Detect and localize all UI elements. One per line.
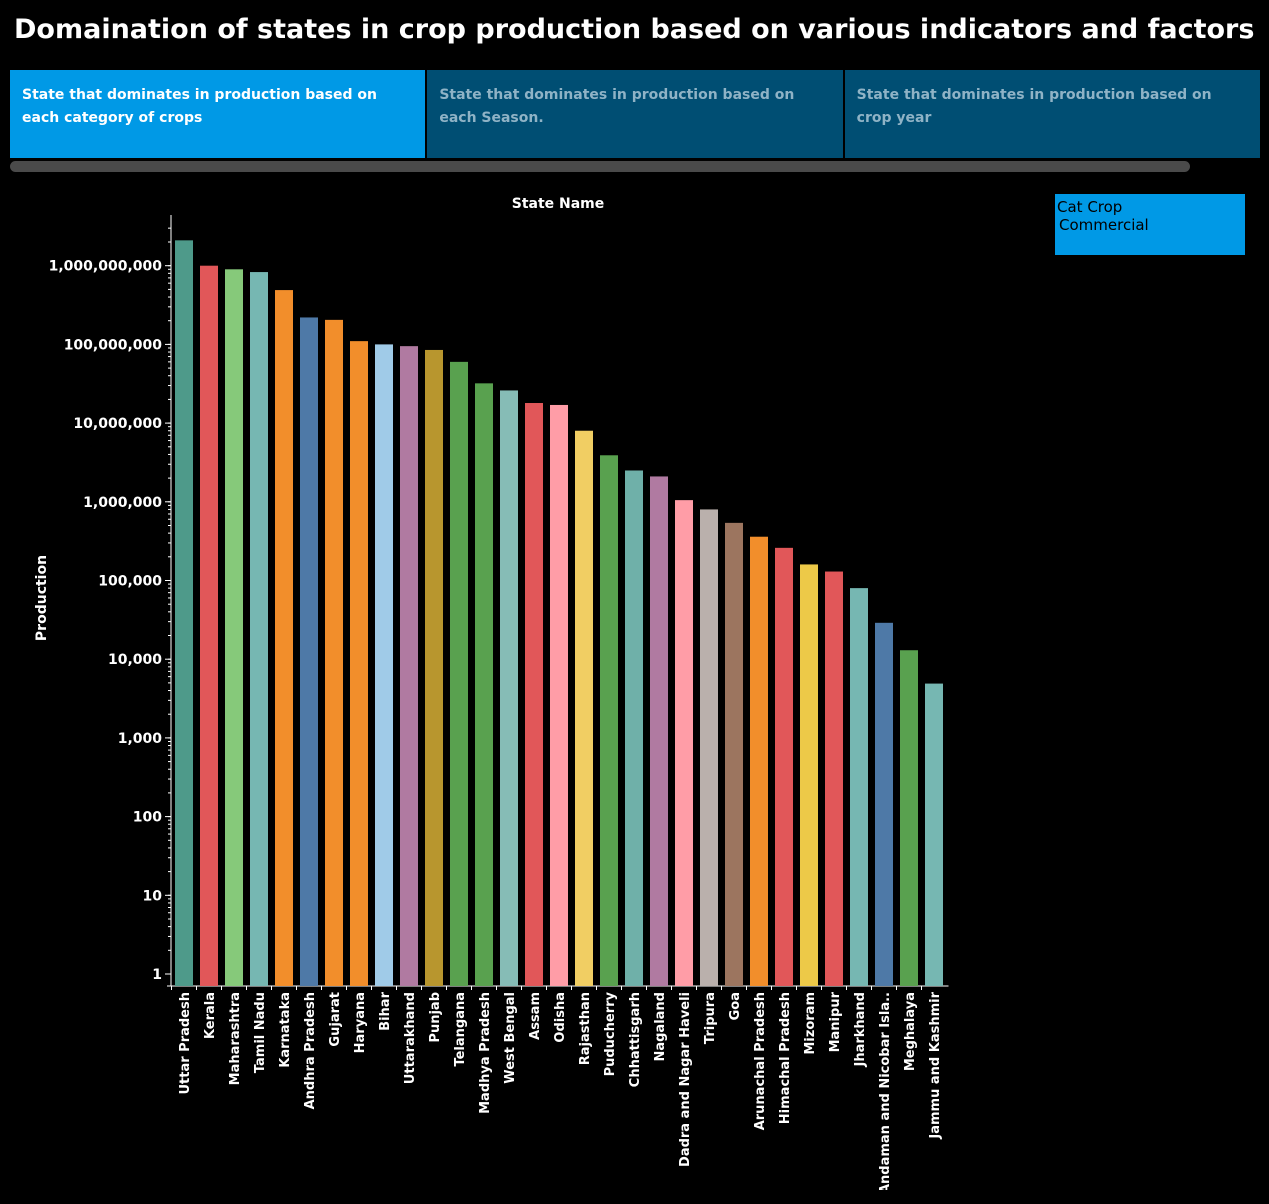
bar-tamil-nadu — [250, 272, 268, 986]
y-tick-label: 1 — [152, 967, 162, 983]
y-tick-label: 1,000,000 — [83, 495, 162, 511]
bar-puducherry — [600, 455, 618, 986]
x-tick-label: Jammu and Kashmir — [928, 991, 943, 1139]
bar-nagaland — [650, 476, 668, 986]
bar-himachal-pradesh — [775, 547, 793, 986]
x-tick-label: Jharkhand — [853, 992, 868, 1068]
x-tick-label: Tripura — [703, 992, 718, 1044]
bar-dadra-and-nagar-haveli — [675, 500, 693, 986]
x-tick-label: Madhya Pradesh — [478, 992, 493, 1114]
x-tick-label: Gujarat — [328, 992, 343, 1047]
x-tick-label: Odisha — [553, 992, 568, 1043]
bar-karnataka — [275, 290, 293, 987]
bar-arunachal-pradesh — [750, 536, 768, 986]
x-tick-label: Himachal Pradesh — [778, 992, 793, 1124]
x-tick-label: Karnataka — [278, 992, 293, 1068]
bar-jharkhand — [850, 588, 868, 986]
page-title: Domaination of states in crop production… — [14, 14, 1255, 45]
bar-gujarat — [325, 319, 343, 986]
chart-title: State Name — [512, 196, 605, 212]
x-tick-label: Maharashtra — [228, 992, 243, 1085]
bar-maharashtra — [225, 269, 243, 986]
x-tick-label: Kerala — [203, 992, 218, 1039]
bar-bihar — [375, 344, 393, 986]
x-tick-label: Punjab — [428, 992, 443, 1043]
bar-rajasthan — [575, 430, 593, 986]
legend-title: Cat Crop — [1057, 198, 1123, 216]
x-tick-label: Puducherry — [603, 991, 618, 1076]
x-tick-label: Rajasthan — [578, 992, 593, 1065]
y-tick-label: 10 — [143, 888, 163, 904]
x-tick-label: Andaman and Nicobar Isla.. — [878, 992, 893, 1190]
bar-andaman-and-nicobar-isla- — [875, 622, 893, 986]
x-tick-label: Mizoram — [803, 992, 818, 1055]
x-tick-label: Dadra and Nagar Haveli — [678, 992, 693, 1167]
bar-uttar-pradesh — [175, 240, 193, 987]
y-tick-label: 100,000 — [98, 574, 162, 590]
x-tick-label: Andhra Pradesh — [303, 992, 318, 1109]
x-tick-label: Telangana — [453, 992, 468, 1067]
production-bar-chart: State Name Production 1 10 100 1,000 10,000 100… — [34, 196, 949, 1190]
bar-mizoram — [800, 564, 818, 986]
y-tick-label: 100,000,000 — [64, 337, 163, 353]
x-tick-label: Nagaland — [653, 992, 668, 1062]
x-tick-label: Tamil Nadu — [253, 992, 268, 1073]
x-tick-label: Uttarakhand — [403, 992, 418, 1084]
bar-haryana — [350, 341, 368, 986]
bar-goa — [725, 522, 743, 986]
x-tick-label: Bihar — [378, 991, 393, 1030]
bar-madhya-pradesh — [475, 383, 493, 986]
x-tick-label: Manipur — [828, 991, 843, 1052]
y-tick-label: 1,000,000,000 — [49, 259, 163, 275]
bar-meghalaya — [900, 650, 918, 986]
x-tick-label: Meghalaya — [903, 992, 918, 1071]
y-tick-label: 10,000,000 — [73, 416, 162, 432]
x-tick-label: Uttar Pradesh — [178, 992, 193, 1095]
tab-category-of-crops[interactable]: State that dominates in production based… — [10, 70, 426, 158]
bar-jammu-and-kashmir — [925, 683, 943, 986]
bar-manipur — [825, 571, 843, 986]
x-tick-label: Arunachal Pradesh — [753, 992, 768, 1130]
bar-telangana — [450, 361, 468, 986]
bar-uttarakhand — [400, 346, 418, 986]
legend-cat-crop[interactable]: Cat Crop Commercial — [1055, 194, 1245, 255]
bar-chhattisgarh — [625, 470, 643, 986]
y-tick-label: 10,000 — [108, 652, 162, 668]
y-tick-label: 100 — [133, 810, 162, 826]
x-tick-label: Goa — [728, 992, 743, 1020]
x-tick-label: Chhattisgarh — [628, 992, 643, 1087]
legend-value: Commercial — [1059, 216, 1149, 234]
bar-tripura — [700, 509, 718, 986]
y-tick-label: 1,000 — [118, 731, 163, 747]
x-tick-label: Assam — [528, 992, 543, 1040]
tab-season[interactable]: State that dominates in production based… — [427, 70, 843, 158]
tab-bar: State that dominates in production based… — [10, 70, 1260, 158]
tab-crop-year[interactable]: State that dominates in production based… — [844, 70, 1260, 158]
x-tick-label: Haryana — [353, 992, 368, 1053]
bar-west-bengal — [500, 390, 518, 986]
bar-kerala — [200, 265, 218, 986]
bar-punjab — [425, 349, 443, 986]
x-tick-label: West Bengal — [503, 992, 518, 1084]
horizontal-scrollbar[interactable] — [10, 161, 1190, 172]
bar-odisha — [550, 404, 568, 986]
bar-andhra-pradesh — [300, 317, 318, 986]
bar-assam — [525, 403, 543, 986]
y-axis-label: Production — [34, 555, 50, 641]
